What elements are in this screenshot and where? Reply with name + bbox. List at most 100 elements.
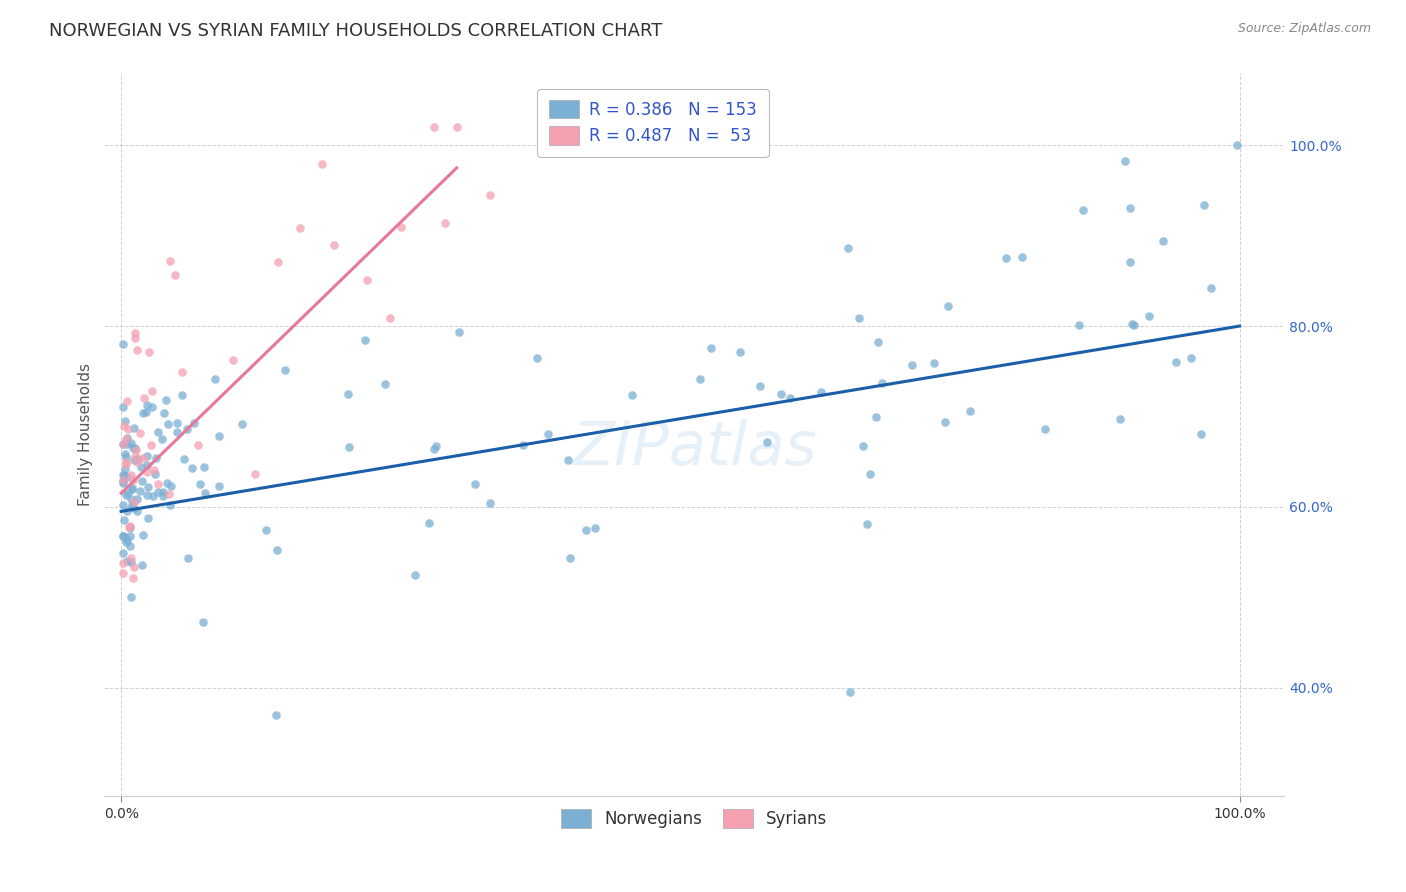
Point [146,425,169,439]
Point [423,120,446,135]
Point [117,504,139,518]
Point [512,438,534,452]
Point [934,415,956,429]
Point [621,388,644,402]
Point [354,333,377,347]
Point [1226,138,1249,153]
Point [136,511,159,525]
Point [127,491,149,506]
Point [163,268,186,283]
Point [534,120,557,135]
Point [122,473,145,487]
Point [159,498,181,512]
Point [1119,201,1142,215]
Point [112,529,135,543]
Point [749,378,772,392]
Point [125,442,148,457]
Point [311,157,333,171]
Point [121,482,143,496]
Point [129,484,152,499]
Text: NORWEGIAN VS SYRIAN FAMILY HOUSEHOLDS CORRELATION CHART: NORWEGIAN VS SYRIAN FAMILY HOUSEHOLDS CO… [49,22,662,40]
Point [378,311,401,326]
Point [187,438,209,452]
Point [959,403,981,417]
Point [131,474,153,488]
Point [173,452,195,467]
Point [166,425,188,440]
Point [689,372,711,386]
Point [901,359,924,373]
Point [112,513,135,527]
Point [336,387,359,401]
Point [1152,234,1174,248]
Point [700,341,723,355]
Point [131,459,153,474]
Point [112,498,135,512]
Point [868,334,890,349]
Point [120,467,142,482]
Point [176,422,198,436]
Point [1069,318,1091,332]
Point [337,440,360,454]
Point [560,551,582,566]
Point [114,530,136,544]
Point [157,417,180,432]
Point [112,467,135,482]
Point [135,458,157,472]
Point [208,479,231,493]
Point [373,376,395,391]
Point [1108,412,1130,426]
Point [115,487,138,501]
Point [575,523,598,537]
Point [447,326,470,340]
Point [141,400,163,414]
Point [356,273,378,287]
Point [183,416,205,430]
Point [322,238,344,252]
Point [128,425,150,440]
Point [120,436,142,450]
Point [112,476,135,491]
Point [159,487,181,501]
Point [112,419,135,434]
Point [122,441,145,455]
Point [115,535,138,549]
Point [118,529,141,543]
Point [114,462,136,476]
Point [389,219,412,234]
Point [152,485,174,500]
Point [264,707,287,722]
Point [112,468,135,483]
Point [136,487,159,501]
Point [1119,255,1142,269]
Point [779,391,801,405]
Point [115,457,138,471]
Point [141,384,163,398]
Point [267,255,290,269]
Point [1137,310,1160,324]
Point [177,550,200,565]
Point [124,441,146,455]
Point [865,409,887,424]
Point [136,465,159,479]
Point [114,414,136,428]
Point [848,311,870,326]
Point [537,426,560,441]
Point [120,556,142,570]
Point [856,516,879,531]
Point [245,467,267,482]
Point [112,529,135,543]
Point [142,489,165,503]
Point [124,326,146,340]
Point [145,450,167,465]
Point [159,253,181,268]
Point [145,467,167,482]
Point [188,476,211,491]
Point [131,558,153,573]
Point [135,398,157,412]
Point [404,567,426,582]
Point [121,481,143,495]
Point [115,450,138,464]
Point [837,241,859,255]
Point [222,352,245,367]
